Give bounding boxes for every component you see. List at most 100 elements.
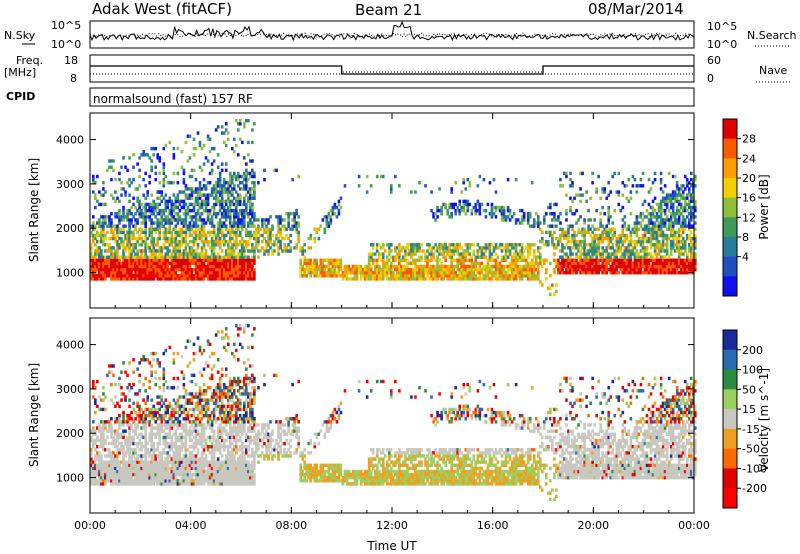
echo-cell <box>321 258 325 262</box>
echo-cell <box>122 420 125 424</box>
echo-cell <box>214 202 218 207</box>
echo-cell <box>170 252 174 256</box>
echo-cell <box>653 261 657 266</box>
echo-cell <box>452 205 456 210</box>
echo-cell <box>102 386 105 390</box>
echo-cell <box>104 438 107 443</box>
echo-cell <box>196 236 200 241</box>
echo-cell <box>561 255 564 259</box>
echo-cell <box>490 267 494 272</box>
echo-cell <box>657 258 661 262</box>
echo-cell <box>512 212 516 216</box>
echo-cell <box>94 243 97 247</box>
echo-cell <box>251 274 254 278</box>
echo-cell <box>196 187 200 191</box>
echo-cell <box>516 258 520 262</box>
echo-cell <box>222 243 226 247</box>
echo-cell <box>426 243 429 247</box>
echo-cell <box>661 243 665 247</box>
echo-cell <box>579 187 582 191</box>
echo-cell <box>212 239 216 244</box>
echo-cell <box>158 258 162 262</box>
echo-cell <box>625 258 629 262</box>
echo-cell <box>512 261 516 266</box>
echo-cell <box>92 236 95 241</box>
echo-cell <box>669 205 673 210</box>
echo-cell <box>460 264 464 269</box>
echo-cell <box>689 184 693 188</box>
echo-cell <box>190 218 194 222</box>
echo-cell <box>206 258 210 262</box>
echo-cell <box>593 267 596 272</box>
echo-cell <box>94 277 97 281</box>
echo-cell <box>536 215 540 219</box>
echo-cell <box>627 239 631 244</box>
echo-cell <box>545 239 548 244</box>
echo-cell <box>510 255 514 259</box>
echo-cell <box>140 227 143 231</box>
echo-cell <box>232 243 236 247</box>
frequency-strip: Freq. [MHz] 18 8 60 0 Nave <box>4 54 790 85</box>
echo-cell <box>100 274 103 278</box>
echo-cell <box>92 472 95 477</box>
echo-cell <box>458 199 462 204</box>
echo-cell <box>398 264 401 269</box>
echo-cell <box>476 277 480 281</box>
echo-cell <box>128 460 131 464</box>
echo-cell <box>440 264 443 269</box>
echo-cell <box>430 255 433 259</box>
echo-cell <box>102 181 105 185</box>
echo-cell <box>126 270 129 275</box>
echo-cell <box>277 252 280 256</box>
echo-cell <box>120 435 123 440</box>
echo-cell <box>691 212 695 216</box>
echo-cell <box>595 246 598 250</box>
echo-cell <box>667 196 671 200</box>
echo-cell <box>251 221 254 225</box>
echo-cell <box>186 274 190 278</box>
echo-cell <box>198 215 202 219</box>
echo-cell <box>416 264 419 269</box>
echo-cell <box>200 258 204 262</box>
echo-cell <box>230 190 234 194</box>
echo-cell <box>305 261 309 266</box>
echo-cell <box>661 233 665 238</box>
echo-cell <box>661 208 665 213</box>
echo-cell <box>100 460 103 464</box>
echo-cell <box>367 258 371 262</box>
echo-cell <box>156 258 160 262</box>
echo-cell <box>216 274 220 278</box>
echo-cell <box>130 410 133 415</box>
echo-cell <box>112 482 115 486</box>
echo-cell <box>110 246 113 250</box>
echo-cell <box>446 208 449 213</box>
echo-cell <box>247 196 250 200</box>
echo-cell <box>355 270 359 275</box>
echo-cell <box>120 243 123 247</box>
echo-cell <box>331 274 335 278</box>
echo-cell <box>349 267 353 272</box>
echo-cell <box>126 444 129 449</box>
echo-cell <box>132 255 135 259</box>
echo-cell <box>470 261 474 266</box>
echo-cell <box>180 218 184 222</box>
echo-cell <box>593 233 596 238</box>
echo-cell <box>661 218 665 222</box>
echo-cell <box>253 255 256 259</box>
echo-cell <box>180 264 184 269</box>
echo-cell <box>148 277 151 281</box>
echo-cell <box>609 267 613 272</box>
echo-cell <box>601 258 604 262</box>
echo-cell <box>104 264 107 269</box>
echo-cell <box>426 270 429 275</box>
echo-cell <box>160 208 164 213</box>
echo-cell <box>607 181 611 185</box>
echo-cell <box>216 181 220 185</box>
echo-cell <box>243 208 246 213</box>
echo-cell <box>627 264 631 269</box>
echo-cell <box>669 249 673 253</box>
echo-cell <box>694 208 697 213</box>
echo-cell <box>279 230 282 235</box>
echo-cell <box>152 239 156 244</box>
echo-cell <box>132 196 135 200</box>
